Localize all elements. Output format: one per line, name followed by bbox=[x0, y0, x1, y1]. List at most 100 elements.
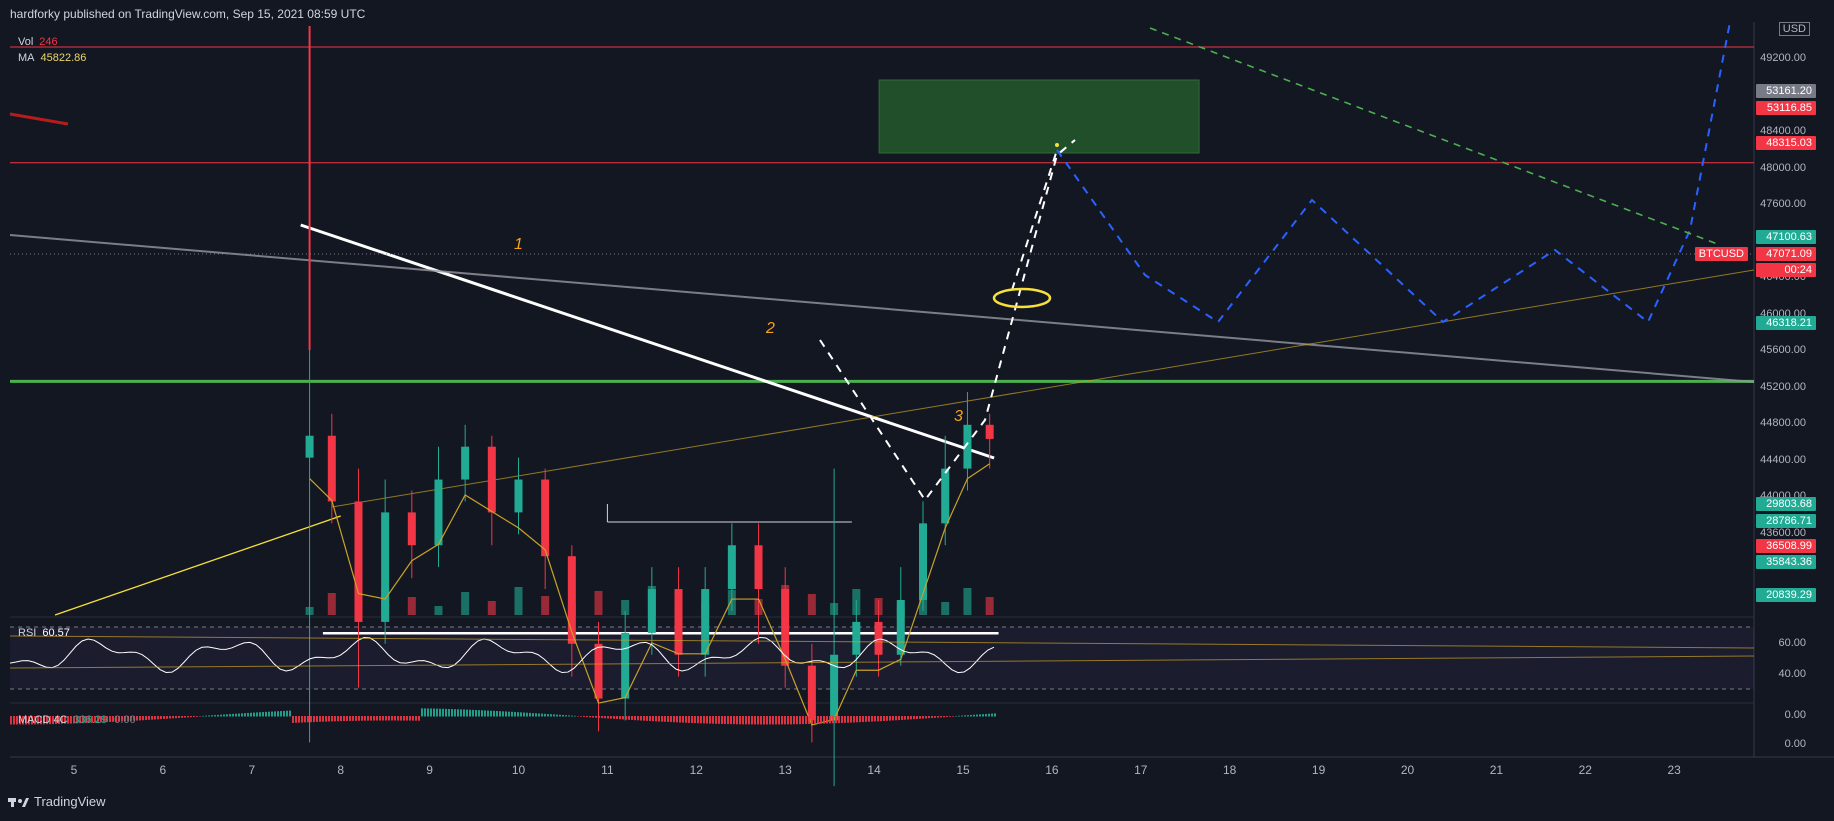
macd-histogram-bar bbox=[937, 716, 939, 718]
macd-histogram-bar bbox=[223, 714, 225, 717]
macd-histogram-bar bbox=[949, 716, 951, 717]
macd-histogram-bar bbox=[163, 716, 165, 719]
macd-histogram-bar bbox=[394, 716, 396, 721]
publish-header: hardforky published on TradingView.com, … bbox=[10, 7, 366, 21]
macd-histogram-bar bbox=[928, 716, 930, 719]
macd-histogram-bar bbox=[649, 716, 651, 722]
macd-histogram-bar bbox=[265, 711, 267, 717]
macd-histogram-bar bbox=[655, 716, 657, 722]
candle-body bbox=[434, 479, 443, 546]
macd-tick-a: 0.00 bbox=[1784, 709, 1806, 721]
price-label: 29803.68 bbox=[1756, 497, 1816, 511]
macd-histogram-bar bbox=[10, 716, 12, 725]
macd-histogram-bar bbox=[88, 716, 90, 723]
macd-histogram-bar bbox=[508, 711, 510, 717]
price-tick: 48000.00 bbox=[1760, 161, 1806, 174]
macd-histogram-bar bbox=[643, 716, 645, 721]
tradingview-logo-icon bbox=[8, 797, 29, 807]
macd-histogram-bar bbox=[58, 716, 60, 724]
macd-histogram-bar bbox=[208, 715, 210, 717]
macd-histogram-bar bbox=[718, 716, 720, 724]
date-tick: 16 bbox=[1045, 763, 1059, 777]
footer-brand[interactable]: TradingView bbox=[8, 794, 106, 809]
macd-histogram-bar bbox=[202, 715, 204, 717]
macd-histogram-bar bbox=[145, 716, 147, 721]
macd-histogram-bar bbox=[244, 713, 246, 717]
rsi-trendline-a bbox=[9, 635, 1755, 649]
macd-histogram-bar bbox=[229, 714, 231, 717]
macd-histogram-bar bbox=[451, 709, 453, 717]
macd-histogram-bar bbox=[985, 713, 987, 717]
macd-histogram-bar bbox=[424, 708, 426, 717]
candle-body bbox=[941, 468, 950, 524]
macd-value2: 0.00 bbox=[114, 714, 136, 726]
volume-bar bbox=[963, 588, 972, 615]
macd-histogram-bar bbox=[340, 716, 342, 722]
date-tick: 17 bbox=[1134, 763, 1148, 777]
macd-histogram-bar bbox=[820, 716, 822, 724]
volume-bar bbox=[647, 586, 656, 615]
price-label: 20839.29 bbox=[1756, 588, 1816, 602]
macd-histogram-bar bbox=[859, 716, 861, 723]
macd-histogram-bar bbox=[919, 716, 921, 719]
volume-bar bbox=[514, 587, 523, 615]
macd-histogram-bar bbox=[448, 708, 450, 717]
macd-histogram-bar bbox=[943, 716, 945, 718]
macd-histogram-bar bbox=[409, 716, 411, 721]
macd-histogram-bar bbox=[226, 714, 228, 717]
macd-histogram-bar bbox=[604, 716, 606, 719]
macd-histogram-bar bbox=[241, 713, 243, 717]
long-trendline bbox=[9, 234, 1755, 383]
macd-histogram-bar bbox=[739, 716, 741, 725]
price-label: 35843.36 bbox=[1756, 555, 1816, 569]
macd-histogram-bar bbox=[751, 716, 753, 725]
macd-histogram-bar bbox=[22, 716, 24, 725]
macd-histogram-bar bbox=[736, 716, 738, 725]
macd-label: MACD 4C bbox=[18, 714, 68, 726]
macd-histogram-bar bbox=[343, 716, 345, 722]
macd-histogram-bar bbox=[904, 716, 906, 720]
macd-histogram-bar bbox=[184, 716, 186, 718]
macd-histogram-bar bbox=[268, 711, 270, 717]
macd-histogram-bar bbox=[577, 716, 579, 717]
date-tick: 7 bbox=[248, 763, 256, 777]
price-label: 47071.09 bbox=[1756, 247, 1816, 261]
macd-histogram-bar bbox=[298, 716, 300, 723]
macd-histogram-bar bbox=[796, 716, 798, 725]
macd-histogram-bar bbox=[715, 716, 717, 724]
macd-histogram-bar bbox=[862, 716, 864, 723]
macd-histogram-bar bbox=[85, 716, 87, 724]
volume-bar bbox=[594, 591, 603, 615]
macd-histogram-bar bbox=[784, 716, 786, 725]
macd-histogram-bar bbox=[499, 711, 501, 717]
candle-body bbox=[305, 435, 314, 458]
macd-histogram-bar bbox=[529, 712, 531, 717]
macd-histogram-bar bbox=[274, 711, 276, 717]
macd-histogram-bar bbox=[49, 716, 51, 725]
macd-histogram-bar bbox=[328, 716, 330, 722]
macd-histogram-bar bbox=[31, 716, 33, 725]
macd-histogram-bar bbox=[964, 715, 966, 717]
macd-histogram-bar bbox=[319, 716, 321, 722]
macd-histogram-bar bbox=[727, 716, 729, 725]
volume-bar bbox=[754, 599, 763, 615]
macd-histogram-bar bbox=[874, 716, 876, 722]
volume-bar bbox=[567, 605, 576, 615]
macd-histogram-bar bbox=[25, 716, 27, 725]
date-tick: 19 bbox=[1311, 763, 1326, 777]
macd-histogram-bar bbox=[766, 716, 768, 725]
currency-label[interactable]: USD bbox=[1778, 22, 1810, 36]
price-label: 00:24 bbox=[1756, 263, 1816, 277]
volume-bar bbox=[985, 597, 994, 615]
macd-histogram-bar bbox=[991, 713, 993, 717]
volume-bar bbox=[381, 588, 390, 615]
macd-histogram-bar bbox=[289, 710, 291, 717]
macd-histogram-bar bbox=[193, 716, 195, 717]
macd-histogram-bar bbox=[547, 714, 549, 717]
macd-histogram-bar bbox=[364, 716, 366, 721]
candle-body bbox=[514, 479, 523, 513]
macd-histogram-bar bbox=[757, 716, 759, 725]
candle-body bbox=[567, 556, 576, 644]
target-dot bbox=[1055, 143, 1059, 147]
